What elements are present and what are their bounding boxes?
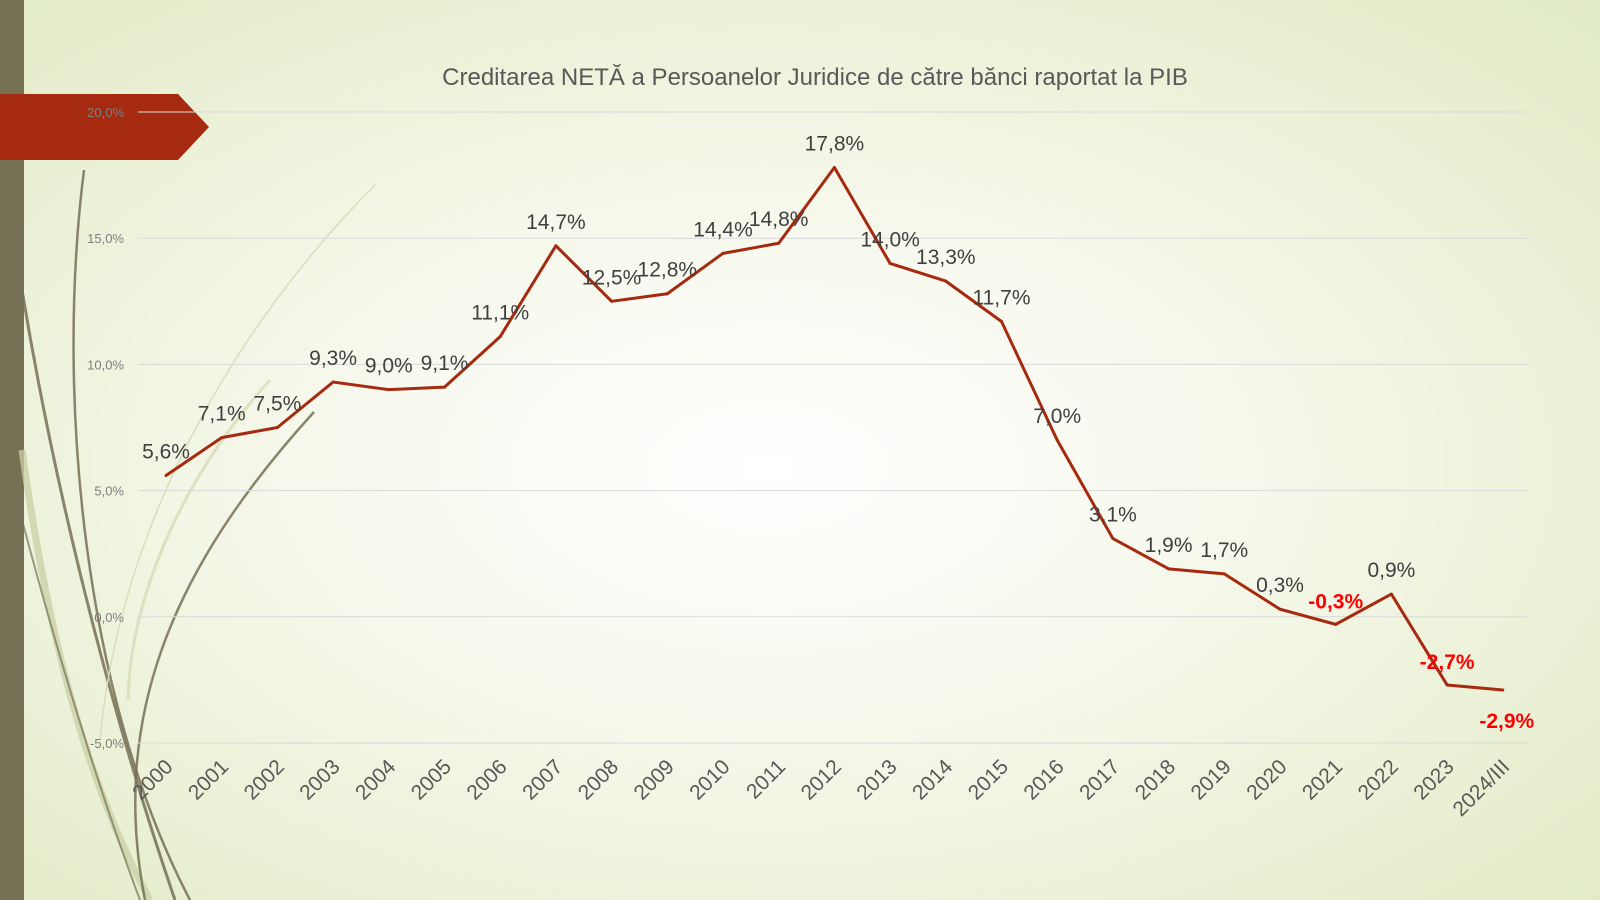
series-line — [165, 166, 1503, 692]
data-point — [888, 261, 892, 265]
decorative-curve — [20, 289, 177, 900]
data-label: 14,4% — [693, 218, 753, 241]
x-tick-label: 2011 — [742, 755, 790, 803]
data-point — [164, 473, 168, 477]
x-tick-label: 2021 — [1298, 755, 1347, 804]
data-point — [832, 166, 836, 170]
data-point — [1334, 622, 1338, 626]
x-tick-label: 2022 — [1354, 755, 1403, 804]
data-label: 14,0% — [860, 228, 920, 251]
data-label: 9,1% — [421, 352, 469, 375]
x-tick-label: 2023 — [1409, 755, 1458, 804]
data-point — [275, 426, 279, 429]
y-tick-label: 5,0% — [94, 484, 124, 499]
x-tick-label: 2001 — [184, 755, 233, 804]
chart-title: Creditarea NETĂ a Persoanelor Juridice d… — [442, 64, 1188, 91]
data-point — [387, 388, 391, 392]
data-label: -2,7% — [1420, 651, 1475, 674]
data-point — [220, 436, 224, 440]
x-axis: 2000 2001 2002 2003 2004 2005 2006 2007 2008 2009… — [128, 755, 1514, 821]
data-point — [443, 385, 446, 389]
data-label: 13,3% — [916, 246, 976, 269]
data-label: 1,7% — [1200, 539, 1248, 562]
x-tick-label: 2006 — [462, 755, 511, 804]
y-tick-label: -5,0% — [90, 736, 124, 751]
x-tick-label: 2017 — [1075, 755, 1124, 804]
decorative-curve — [99, 184, 376, 741]
data-label: 7,1% — [198, 403, 246, 426]
data-point — [1389, 592, 1393, 596]
data-label: 3,1% — [1089, 504, 1137, 527]
data-point — [331, 380, 335, 384]
data-point — [721, 251, 725, 255]
data-label: 11,1% — [471, 302, 529, 325]
x-tick-label: 2014 — [908, 755, 958, 805]
data-label: 5,6% — [142, 440, 190, 463]
data-labels: 5,6%7,1% 7,5%9,3% 9,0% 9,1%11,1%14,7%12,5%1… — [142, 133, 1534, 733]
data-point — [1445, 683, 1449, 687]
x-tick-label: 2010 — [685, 755, 734, 804]
x-tick-label: 2005 — [407, 755, 456, 804]
y-tick-label: 15,0% — [87, 231, 124, 246]
data-label: 9,3% — [309, 347, 357, 370]
x-tick-label: 2020 — [1242, 755, 1291, 804]
data-point — [1167, 567, 1171, 571]
y-tick-label: 20,0% — [87, 105, 124, 120]
data-label: 14,7% — [526, 211, 586, 234]
decorative-curve — [21, 519, 141, 900]
data-label: 0,3% — [1256, 574, 1304, 597]
decorative-curve — [18, 449, 154, 900]
data-series — [164, 166, 1505, 692]
x-tick-label: 2007 — [518, 755, 567, 804]
x-tick-label: 2008 — [574, 755, 623, 804]
data-label: 12,8% — [638, 259, 698, 282]
decorative-curve — [134, 411, 315, 900]
data-label: 12,5% — [582, 266, 642, 289]
data-point — [498, 335, 502, 339]
y-tick-label: 10,0% — [87, 357, 124, 372]
arrow-banner — [0, 94, 209, 160]
x-tick-label: 2018 — [1131, 755, 1180, 804]
data-point — [1501, 688, 1505, 692]
decorative-curve — [72, 169, 192, 900]
data-label: 11,7% — [973, 286, 1031, 309]
data-point — [1222, 572, 1226, 576]
x-tick-label: 2024/III — [1449, 755, 1515, 821]
data-label: 14,8% — [749, 208, 809, 231]
x-tick-label: 2004 — [351, 755, 401, 805]
gridlines — [138, 111, 1527, 744]
data-point — [1000, 319, 1003, 323]
data-label: 17,8% — [805, 133, 865, 156]
data-point — [777, 241, 781, 245]
x-tick-label: 2016 — [1019, 755, 1068, 804]
decorative-curve — [126, 378, 272, 701]
data-label: 0,9% — [1367, 559, 1415, 582]
data-point — [610, 299, 614, 303]
x-tick-label: 2012 — [797, 755, 846, 804]
data-point — [665, 292, 669, 296]
x-tick-label: 2013 — [852, 755, 901, 804]
data-label: 7,0% — [1033, 405, 1081, 428]
data-point — [1278, 607, 1282, 611]
x-tick-label: 2009 — [630, 755, 679, 804]
y-tick-label: 0,0% — [94, 610, 124, 625]
data-label: 1,9% — [1145, 534, 1193, 557]
x-tick-label: 2002 — [240, 755, 289, 804]
data-label: 7,5% — [253, 393, 301, 416]
data-point — [1055, 438, 1059, 442]
data-point — [1111, 537, 1115, 541]
data-point — [944, 279, 948, 283]
x-tick-label: 2019 — [1187, 755, 1236, 804]
x-tick-label: 2003 — [295, 755, 344, 804]
data-label: -0,3% — [1308, 590, 1363, 613]
x-tick-label: 2000 — [128, 755, 177, 804]
data-label: 9,0% — [365, 355, 413, 378]
y-axis: -5,0% 0,0% 5,0% 10,0% 15,0% 20,0% — [87, 105, 124, 751]
x-tick-label: 2015 — [964, 755, 1013, 804]
data-point — [554, 244, 558, 248]
data-label: -2,9% — [1479, 710, 1534, 733]
